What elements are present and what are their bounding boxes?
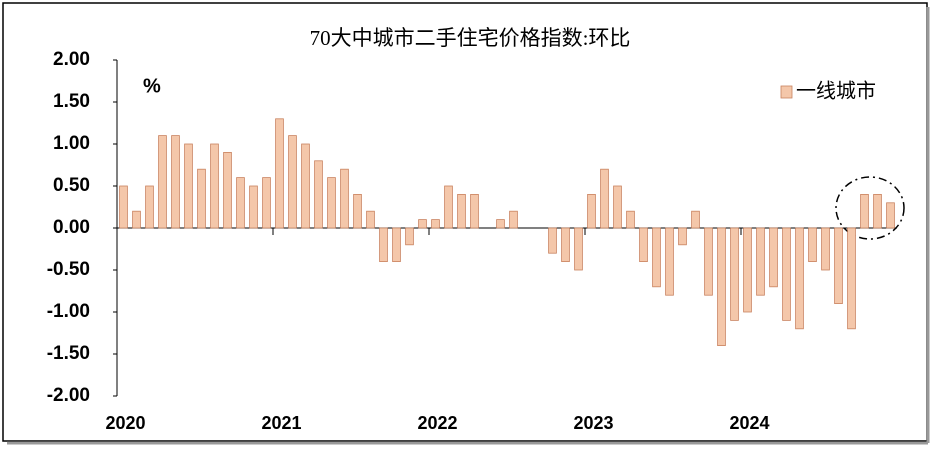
bar bbox=[795, 227, 804, 330]
bar bbox=[548, 227, 557, 254]
bar bbox=[561, 227, 570, 262]
y-tick-label: 2.00 bbox=[53, 49, 90, 70]
bar bbox=[730, 227, 739, 321]
bar bbox=[717, 227, 726, 346]
bar bbox=[158, 135, 167, 229]
y-tick-label: -1.00 bbox=[47, 301, 90, 322]
bar bbox=[392, 227, 401, 262]
bar bbox=[431, 219, 440, 229]
bar bbox=[600, 168, 609, 229]
bar bbox=[301, 143, 310, 229]
bar bbox=[743, 227, 752, 313]
x-tick-label: 2020 bbox=[105, 413, 145, 433]
bar bbox=[782, 227, 791, 321]
y-tick-label: 1.50 bbox=[53, 91, 90, 112]
bar bbox=[262, 177, 271, 229]
bar bbox=[834, 227, 843, 304]
bar bbox=[275, 118, 284, 229]
bar bbox=[769, 227, 778, 288]
x-tick-label: 2024 bbox=[729, 413, 769, 433]
bar bbox=[457, 193, 466, 229]
bar bbox=[236, 177, 245, 229]
chart-title: 70大中城市二手住宅价格指数:环比 bbox=[310, 26, 631, 50]
bar bbox=[132, 210, 141, 229]
y-tick-label: -1.50 bbox=[47, 343, 90, 364]
bar bbox=[353, 193, 362, 229]
bar bbox=[184, 143, 193, 229]
bar bbox=[691, 210, 700, 229]
x-tick-label: 2022 bbox=[417, 413, 457, 433]
legend-label: 一线城市 bbox=[796, 79, 876, 102]
bar bbox=[665, 227, 674, 296]
bar bbox=[574, 227, 583, 271]
y-tick-label: -0.50 bbox=[47, 259, 90, 280]
legend-swatch bbox=[780, 85, 793, 99]
bar bbox=[327, 177, 336, 229]
bar bbox=[210, 143, 219, 229]
bar bbox=[509, 210, 518, 229]
bar bbox=[119, 185, 128, 229]
bar bbox=[340, 168, 349, 229]
bar bbox=[314, 160, 323, 229]
bar bbox=[626, 210, 635, 229]
y-tick-label: -2.00 bbox=[47, 385, 90, 406]
y-tick-label: 0.50 bbox=[53, 175, 90, 196]
bar bbox=[470, 193, 479, 229]
bar bbox=[405, 227, 414, 246]
y-tick-label: 1.00 bbox=[53, 133, 90, 154]
bar bbox=[145, 185, 154, 229]
bar bbox=[366, 210, 375, 229]
bar bbox=[249, 185, 258, 229]
bar bbox=[587, 193, 596, 229]
bar bbox=[444, 185, 453, 229]
bar bbox=[171, 135, 180, 229]
bar bbox=[496, 219, 505, 229]
bar bbox=[873, 193, 882, 229]
bar bbox=[756, 227, 765, 296]
bar bbox=[379, 227, 388, 262]
bar bbox=[197, 168, 206, 229]
bar bbox=[639, 227, 648, 262]
bar bbox=[821, 227, 830, 271]
bar bbox=[223, 151, 232, 229]
bar bbox=[652, 227, 661, 288]
x-tick-label: 2021 bbox=[261, 413, 301, 433]
bar bbox=[418, 219, 427, 229]
bar bbox=[808, 227, 817, 262]
y-unit: % bbox=[143, 75, 161, 97]
bar bbox=[613, 185, 622, 229]
bar bbox=[288, 135, 297, 229]
bar bbox=[886, 202, 895, 229]
x-tick-label: 2023 bbox=[573, 413, 613, 433]
bar bbox=[847, 227, 856, 330]
bar bbox=[678, 227, 687, 246]
bar bbox=[860, 193, 869, 229]
highlight-circle bbox=[835, 176, 905, 240]
bar bbox=[704, 227, 713, 296]
y-tick-label: 0.00 bbox=[53, 217, 90, 238]
